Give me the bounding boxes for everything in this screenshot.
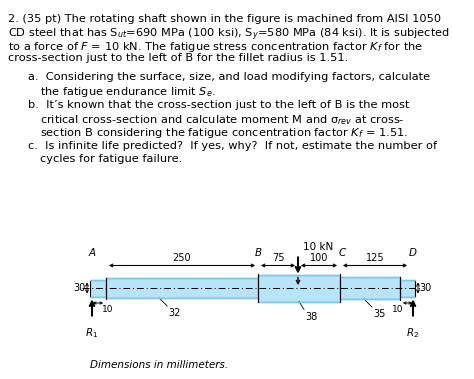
Text: cross-section just to the left of B for the fillet radius is 1.51.: cross-section just to the left of B for … [8, 53, 348, 63]
Text: 125: 125 [365, 253, 384, 263]
Text: a.  Considering the surface, size, and load modifying factors, calculate: a. Considering the surface, size, and lo… [28, 72, 430, 82]
Bar [258, 274, 340, 302]
Bar [90, 279, 106, 296]
Text: c.  Is infinite life predicted?  If yes, why?  If not, estimate the number of: c. Is infinite life predicted? If yes, w… [28, 141, 437, 151]
Text: 35: 35 [373, 309, 385, 319]
Bar [400, 279, 415, 296]
Text: 10 kN: 10 kN [303, 243, 333, 252]
Text: D: D [409, 249, 417, 258]
Text: 250: 250 [173, 253, 191, 263]
Bar [106, 278, 258, 298]
Text: 10: 10 [102, 305, 113, 314]
Text: 30: 30 [74, 283, 86, 293]
Text: b.  It’s known that the cross-section just to the left of B is the most: b. It’s known that the cross-section jus… [28, 100, 410, 110]
Text: to a force of $F$ = 10 kN. The fatigue stress concentration factor $K_f$ for the: to a force of $F$ = 10 kN. The fatigue s… [8, 40, 423, 54]
Bar [340, 277, 400, 299]
Text: critical cross-section and calculate moment M and σ$_{rev}$ at cross-: critical cross-section and calculate mom… [40, 113, 404, 127]
Text: B: B [255, 249, 262, 258]
Text: A: A [89, 249, 96, 258]
Text: C: C [338, 249, 346, 258]
Text: 2. (35 pt) The rotating shaft shown in the figure is machined from AISI 1050: 2. (35 pt) The rotating shaft shown in t… [8, 14, 441, 24]
Text: 30: 30 [419, 283, 431, 293]
Text: section B considering the fatigue concentration factor $K_f$ = 1.51.: section B considering the fatigue concen… [40, 126, 408, 140]
Text: 38: 38 [305, 312, 317, 321]
Text: cycles for fatigue failure.: cycles for fatigue failure. [40, 154, 182, 164]
Text: CD steel that has S$_{ut}$=690 MPa (100 ksi), S$_y$=580 MPa (84 ksi). It is subj: CD steel that has S$_{ut}$=690 MPa (100 … [8, 27, 450, 44]
Text: the fatigue endurance limit $S_e$.: the fatigue endurance limit $S_e$. [40, 85, 216, 99]
Text: Dimensions in millimeters.: Dimensions in millimeters. [90, 360, 228, 370]
Text: $R_1$: $R_1$ [85, 326, 99, 340]
Text: 10: 10 [392, 305, 403, 314]
Text: $R_2$: $R_2$ [407, 326, 419, 340]
Text: 100: 100 [310, 253, 328, 263]
Text: 75: 75 [272, 253, 284, 263]
Text: 32: 32 [168, 308, 181, 318]
